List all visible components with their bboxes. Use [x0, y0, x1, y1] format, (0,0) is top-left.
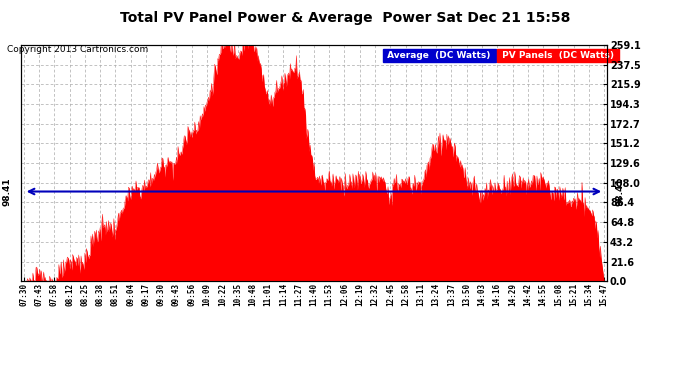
Text: Average  (DC Watts): Average (DC Watts) — [384, 51, 494, 60]
Text: Total PV Panel Power & Average  Power Sat Dec 21 15:58: Total PV Panel Power & Average Power Sat… — [120, 11, 570, 25]
Text: 98.41: 98.41 — [616, 177, 625, 206]
Text: 98.41: 98.41 — [3, 177, 12, 206]
Text: Copyright 2013 Cartronics.com: Copyright 2013 Cartronics.com — [7, 45, 148, 54]
Text: PV Panels  (DC Watts): PV Panels (DC Watts) — [499, 51, 617, 60]
